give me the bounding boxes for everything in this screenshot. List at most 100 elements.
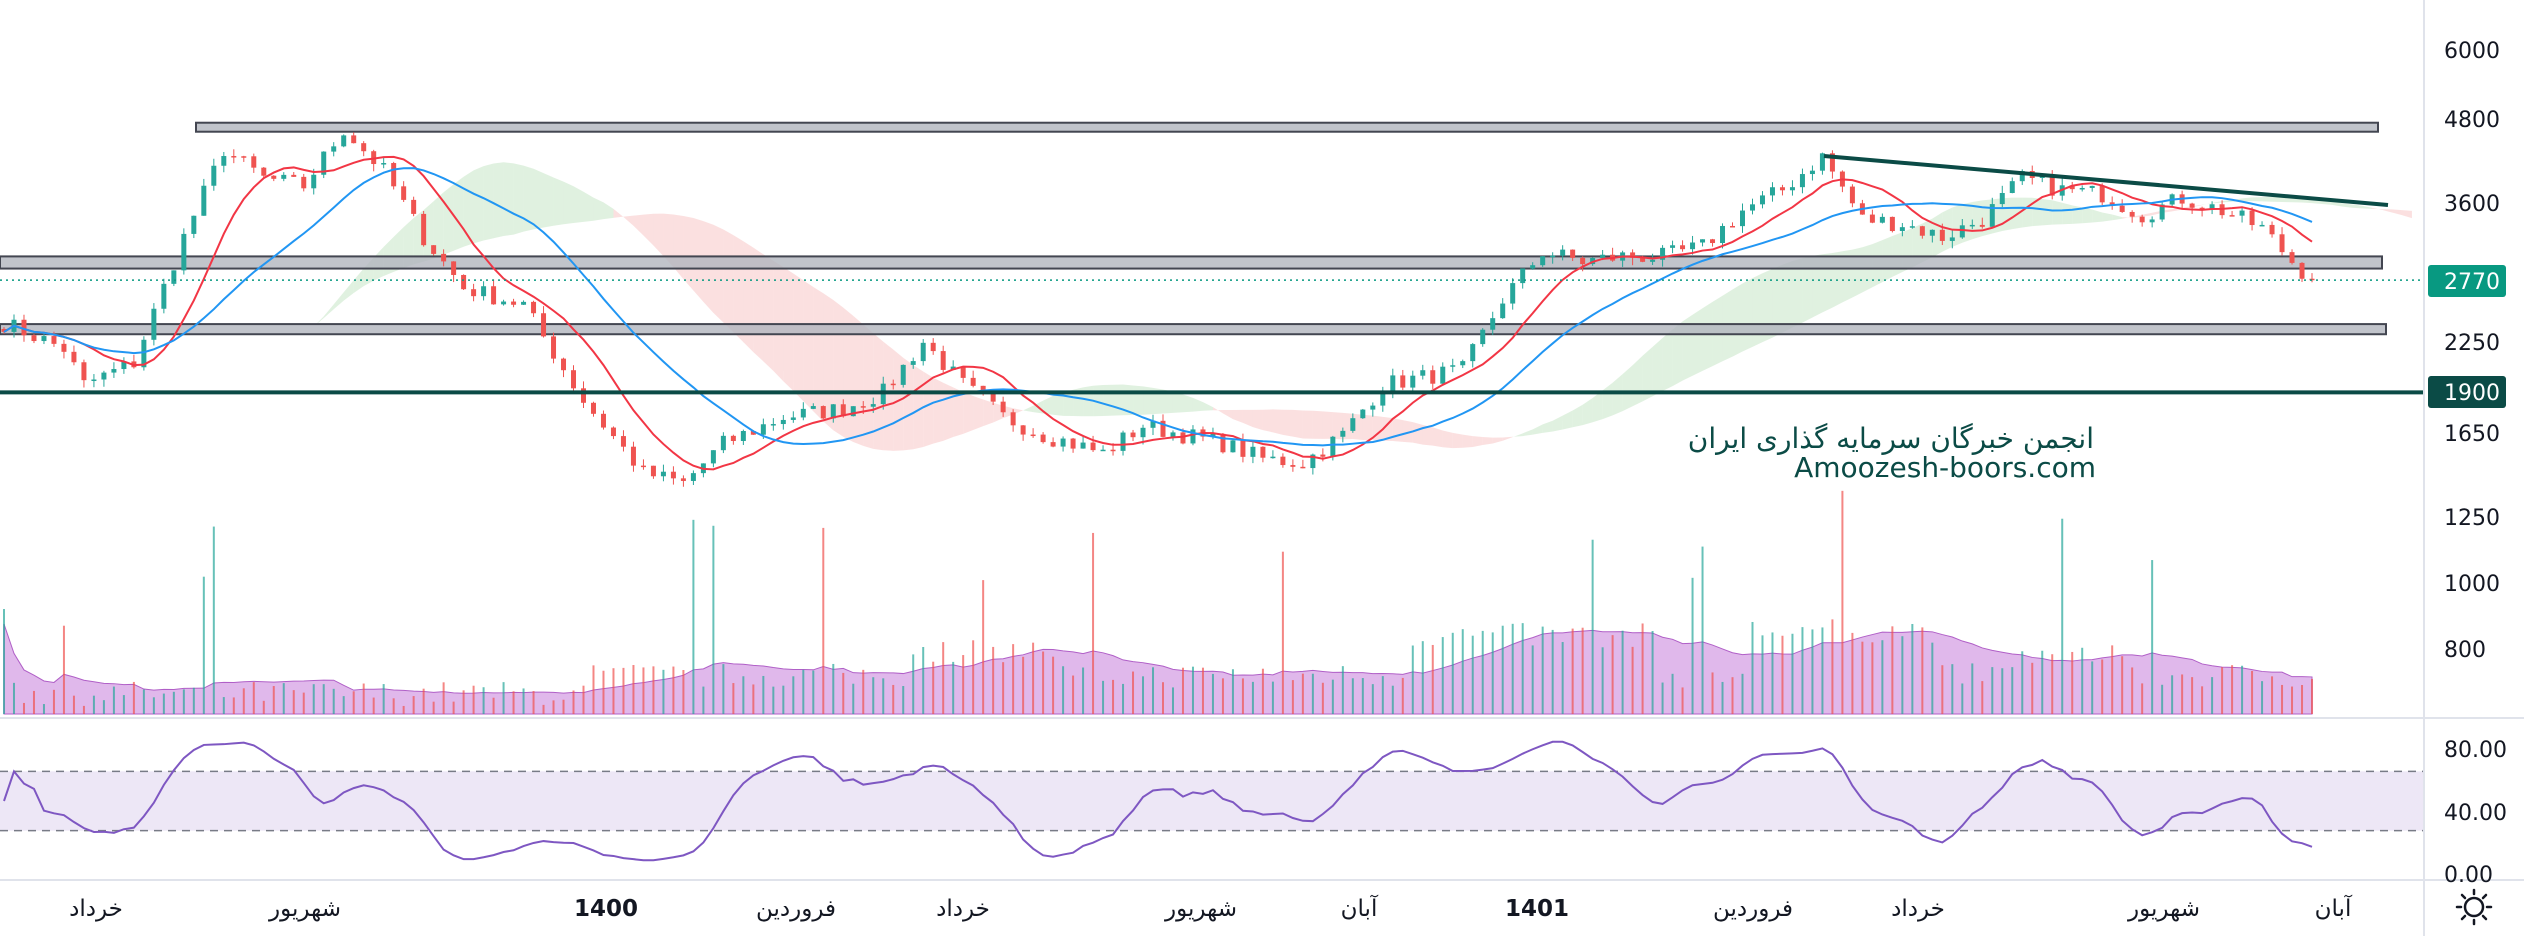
volume-bar <box>902 686 905 714</box>
volume-bar <box>212 526 215 714</box>
candle-body <box>31 335 37 342</box>
volume-bar <box>1891 626 1894 714</box>
ichimoku-cloud-segment <box>1452 432 1463 449</box>
ma-layer <box>3 155 2313 471</box>
candle-body <box>1 328 7 332</box>
volume-bar <box>682 670 685 714</box>
rsi-label: 0.00 <box>2444 863 2493 888</box>
price-axis[interactable]: 6000 4800 3600 2250 1650 1250 1000 800 2… <box>2428 39 2506 663</box>
candle-body <box>1480 329 1486 345</box>
candle-body <box>2249 210 2255 226</box>
candle-body <box>391 163 397 187</box>
candle-body <box>730 435 736 441</box>
rsi-label: 80.00 <box>2444 738 2507 763</box>
candle-body <box>1310 454 1316 469</box>
ichimoku-cloud-segment <box>313 316 324 327</box>
time-label: فروردین <box>756 896 836 922</box>
ichimoku-cloud-segment <box>1043 395 1054 415</box>
candle-body <box>121 361 127 370</box>
ichimoku-cloud-segment <box>1642 346 1653 402</box>
candle-body <box>1190 429 1196 444</box>
candle-body <box>361 143 367 152</box>
ichimoku-cloud-segment <box>203 344 214 348</box>
candle-body <box>1759 195 1765 205</box>
volume-bar <box>1012 644 1015 714</box>
candle-body <box>740 431 746 441</box>
candle-body <box>101 372 107 380</box>
volume-bar <box>312 684 315 714</box>
candle-body <box>341 135 347 147</box>
volume-bar <box>802 669 805 714</box>
volume-bar <box>2081 647 2084 714</box>
price-zone[interactable] <box>195 121 2379 133</box>
ichimoku-cloud-segment <box>803 280 814 412</box>
volume-bar <box>1811 629 1814 714</box>
volume-bar <box>522 688 525 714</box>
rsi-axis[interactable]: 80.00 40.00 0.00 <box>2444 738 2507 888</box>
candle-body <box>21 319 27 336</box>
volume-bar <box>1491 632 1494 714</box>
candle-body <box>571 370 577 389</box>
ichimoku-cloud-segment <box>1402 420 1413 443</box>
ichimoku-cloud-segment <box>1782 260 1793 333</box>
ichimoku-cloud-segment <box>2022 197 2033 228</box>
ichimoku-cloud-segment <box>683 215 694 291</box>
candle-body <box>1040 434 1046 443</box>
ichimoku-cloud-segment <box>513 163 524 235</box>
candle-body <box>541 313 547 337</box>
candle-body <box>990 393 996 402</box>
price-zone[interactable] <box>0 255 2383 270</box>
ichimoku-cloud-segment <box>2212 201 2223 204</box>
volume-bar <box>1551 629 1554 714</box>
price-zone[interactable] <box>0 323 2387 336</box>
candle-body <box>2189 203 2195 208</box>
volume-bar <box>702 686 705 714</box>
candle-body <box>1090 442 1096 451</box>
ichimoku-cloud-segment <box>433 192 444 259</box>
ichimoku-cloud-segment <box>763 254 774 371</box>
candle-body <box>1540 256 1546 266</box>
ichimoku-cloud-segment <box>983 399 994 427</box>
volume-bar <box>962 655 965 714</box>
candle-body <box>830 404 836 419</box>
volume-bar <box>422 688 425 714</box>
candle-body <box>151 308 157 340</box>
candle-body <box>2139 216 2145 223</box>
time-axis[interactable]: خرداد شهریور 1400 فروردین خرداد شهریور آ… <box>69 894 2353 922</box>
volume-bar <box>2101 659 2104 714</box>
volume-bar <box>1631 646 1634 714</box>
volume-bar <box>122 695 125 714</box>
candle-body <box>291 174 297 177</box>
candle-body <box>1430 370 1436 384</box>
candle-body <box>1969 224 1975 227</box>
volume-bar <box>392 698 395 714</box>
volume-bar <box>382 684 385 714</box>
volume-bar <box>72 695 75 714</box>
volume-bar <box>32 690 35 714</box>
volume-bar <box>1931 642 1934 714</box>
candle-body <box>531 301 537 314</box>
volume-bar <box>552 700 555 714</box>
candle-body <box>311 174 317 189</box>
candle-body <box>720 435 726 451</box>
ichimoku-cloud-segment <box>633 214 644 236</box>
ichimoku-cloud-segment <box>573 186 584 224</box>
candle-body <box>1869 214 1875 223</box>
candle-body <box>1710 239 1716 244</box>
ichimoku-cloud-segment <box>263 349 274 353</box>
volume-bar <box>582 685 585 714</box>
trend-line[interactable] <box>1823 154 2389 207</box>
volume-bar <box>1291 680 1294 714</box>
volume-bar <box>1481 630 1484 714</box>
ichimoku-cloud-segment <box>1772 264 1783 338</box>
candle-body <box>1929 229 1935 236</box>
volume-bar <box>2021 651 2024 714</box>
volume-bar <box>1651 631 1654 714</box>
sun-gear-icon[interactable] <box>2455 888 2493 926</box>
candle-body <box>2099 185 2105 203</box>
candle-body <box>2309 278 2315 281</box>
time-label: شهریور <box>268 896 341 922</box>
volume-bar <box>532 691 535 714</box>
volume-bar <box>342 696 345 714</box>
